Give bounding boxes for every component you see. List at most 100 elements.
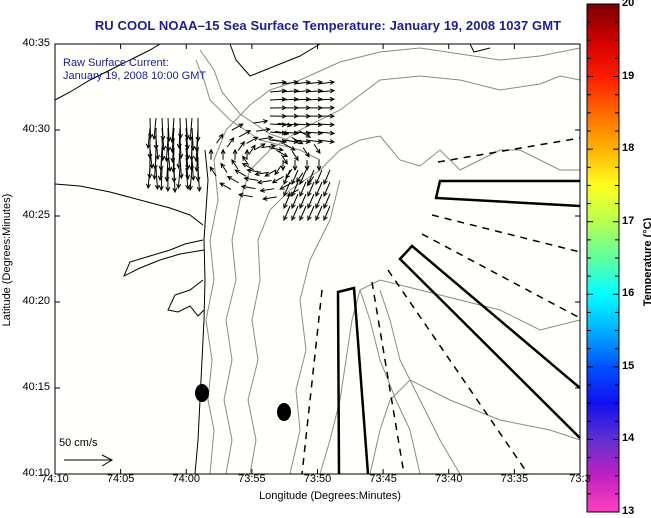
current-vector: [281, 96, 300, 102]
current-vector: [242, 155, 250, 166]
current-vector: [246, 136, 259, 144]
current-vector: [283, 181, 291, 198]
current-vector: [271, 138, 287, 144]
current-vector: [302, 147, 310, 158]
current-vector: [313, 143, 321, 155]
chart-title: RU COOL NOAA–15 Sea Surface Temperature:…: [94, 18, 562, 33]
current-vector: [269, 96, 288, 102]
y-tick-label: 40:25: [22, 209, 50, 221]
current-vector: [316, 160, 322, 172]
current-vector: [187, 167, 193, 192]
current-vector: [299, 169, 307, 186]
coastline-inlet-2: [167, 279, 205, 317]
current-vector: [152, 157, 158, 181]
current-vector: [243, 176, 259, 182]
current-vector: [280, 154, 288, 165]
colorbar-tick-label: 13: [622, 505, 635, 517]
current-vector: [283, 143, 296, 151]
current-vector: [317, 105, 336, 111]
current-vector: [244, 148, 250, 160]
current-vector: [291, 136, 304, 145]
colorbar-label: Temperature (°C): [642, 217, 651, 307]
x-tick-label: 73:3: [569, 473, 591, 485]
coastline-north: [54, 43, 161, 101]
current-vector: [231, 123, 244, 131]
current-vector: [146, 167, 151, 190]
current-vector: [277, 122, 293, 128]
coastline-main: [194, 149, 209, 475]
x-tick-label: 73:50: [303, 473, 332, 485]
current-vector: [158, 167, 164, 192]
current-vector: [317, 96, 336, 102]
colorbar-tick-label: 14: [622, 432, 635, 445]
current-vector: [307, 169, 315, 186]
current-vector: [226, 137, 235, 148]
current-vector: [283, 205, 291, 222]
current-vector: [317, 139, 336, 144]
current-vector: [317, 88, 336, 94]
current-vector: [246, 168, 261, 174]
current-vector: [323, 169, 331, 186]
current-vector: [190, 157, 196, 182]
y-tick-label: 40:35: [22, 37, 50, 49]
current-vector: [165, 167, 171, 193]
x-tick-label: 73:40: [434, 473, 463, 485]
dashed-line-3: [421, 233, 581, 319]
radar-box-diagonal: [398, 244, 581, 439]
colorbar: [586, 3, 620, 513]
current-vector: [253, 143, 266, 151]
current-vector: [293, 96, 312, 102]
radar-outlines: [301, 137, 581, 475]
current-vector: [299, 130, 312, 138]
current-vector: [315, 181, 323, 198]
current-vector: [262, 196, 277, 201]
colorbar-tick-label: 16: [622, 287, 635, 300]
current-vector: [317, 122, 336, 128]
current-vector: [254, 171, 270, 177]
current-vector: [231, 159, 239, 170]
scale-vector: [64, 454, 114, 467]
coastline-ne: [469, 43, 491, 53]
x-tick-label: 73:35: [500, 473, 529, 485]
current-timestamp: January 19, 2008 10:00 GMT: [63, 70, 207, 82]
scale-vector-label: 50 cm/s: [59, 437, 98, 449]
x-axis-label: Longitude (Degrees:Minutes): [259, 490, 401, 502]
y-tick-label: 40:30: [22, 123, 50, 135]
radar-box-east: [434, 179, 581, 208]
current-vector: [323, 193, 331, 210]
current-vector: [315, 205, 323, 222]
current-vector: [299, 205, 307, 222]
current-vector: [259, 187, 275, 193]
dashed-line-4: [387, 269, 529, 475]
current-vector: [220, 162, 228, 173]
current-vector: [196, 167, 202, 193]
x-tick-label: 73:55: [238, 473, 266, 485]
current-vector: [305, 96, 324, 102]
station-marker-2: [277, 403, 291, 421]
current-vector: [317, 113, 336, 119]
current-vector: [293, 122, 312, 128]
contour-9: [195, 59, 321, 161]
current-vector: [280, 160, 286, 172]
current-vector: [264, 169, 277, 177]
coastline: [54, 43, 491, 475]
current-vector: [269, 147, 284, 152]
x-tick-label: 74:05: [106, 473, 135, 485]
y-tick-label: 40:10: [22, 467, 50, 479]
current-vector: [216, 133, 224, 144]
current-vector: [304, 160, 310, 172]
current-vector: [291, 150, 299, 162]
current-vector: [176, 167, 182, 190]
current-vector: [261, 143, 276, 149]
current-vector: [291, 181, 299, 198]
current-vector: [317, 130, 336, 136]
dashed-line-1: [437, 137, 581, 163]
current-vector: [317, 80, 336, 85]
current-vector: [307, 193, 315, 210]
colorbar-tick-label: 18: [622, 142, 635, 155]
current-vector: [323, 181, 331, 198]
current-vector: [307, 181, 315, 198]
x-tick-label: 74:00: [172, 473, 201, 485]
coastline-shore: [54, 183, 204, 226]
plot-background: [55, 44, 580, 474]
